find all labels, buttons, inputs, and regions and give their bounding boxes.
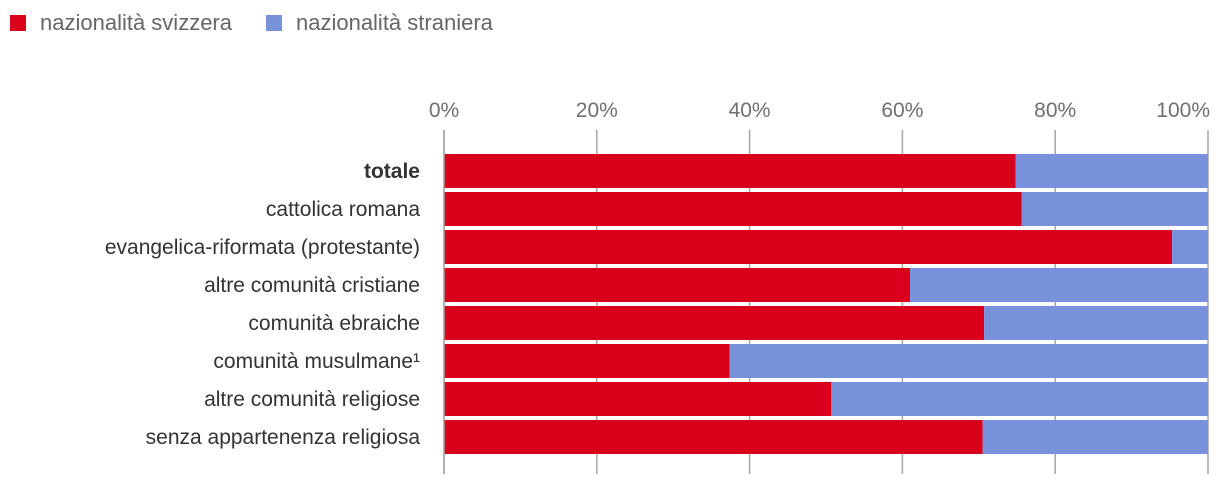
bar-swiss-3 — [444, 268, 911, 302]
bar-foreign-6 — [831, 382, 1208, 416]
bar-swiss-6 — [444, 382, 832, 416]
bar-swiss-5 — [444, 344, 730, 378]
legend-swatch-foreign — [265, 15, 282, 31]
bar-foreign-7 — [982, 420, 1208, 454]
legend-item-foreign: nazionalità straniera — [265, 10, 493, 36]
category-label-6: altre comunità religiose — [204, 388, 420, 411]
x-tick-label-5: 100% — [1156, 99, 1210, 122]
category-label-2: evangelica-riformata (protestante) — [105, 236, 420, 259]
legend-swatch-swiss — [10, 15, 26, 31]
bar-swiss-1 — [444, 192, 1022, 226]
category-label-7: senza appartenenza religiosa — [146, 426, 421, 449]
category-label-3: altre comunità cristiane — [204, 274, 420, 297]
bar-swiss-2 — [444, 230, 1173, 264]
category-label-4: comunità ebraiche — [248, 312, 420, 335]
bar-foreign-1 — [1021, 192, 1208, 226]
legend-label-foreign: nazionalità straniera — [295, 10, 493, 35]
bar-foreign-0 — [1015, 154, 1208, 188]
bar-swiss-4 — [444, 306, 985, 340]
x-tick-label-1: 20% — [576, 99, 618, 122]
category-label-1: cattolica romana — [266, 198, 420, 221]
x-tick-label-0: 0% — [429, 99, 459, 122]
bar-foreign-5 — [729, 344, 1208, 378]
category-label-0: totale — [364, 160, 420, 183]
bar-swiss-0 — [444, 154, 1016, 188]
legend-item-swiss: nazionalità svizzera — [10, 10, 232, 36]
bar-foreign-4 — [984, 306, 1208, 340]
bar-swiss-7 — [444, 420, 983, 454]
legend-label-swiss: nazionalità svizzera — [40, 10, 232, 35]
bar-foreign-3 — [910, 268, 1208, 302]
bar-foreign-2 — [1172, 230, 1208, 264]
x-tick-label-3: 60% — [881, 99, 923, 122]
legend: nazionalità svizzera nazionalità stranie… — [10, 10, 493, 36]
x-tick-label-4: 80% — [1034, 99, 1076, 122]
category-label-5: comunità musulmane¹ — [213, 350, 420, 373]
x-tick-label-2: 40% — [729, 99, 771, 122]
